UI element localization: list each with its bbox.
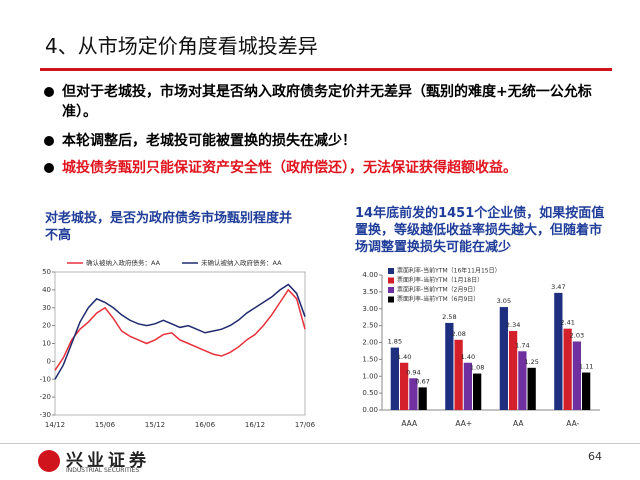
company-name-en: INDUSTRIAL SECURITIES [66,467,140,474]
logo [38,450,60,472]
legend-swatch [388,268,394,274]
value-label: 3.47 [551,283,565,291]
y-tick-label: 3.50 [362,288,378,296]
value-label: 0.67 [415,377,429,385]
plot-frame [54,271,306,416]
bullet-text: 城投债务甄别只能保证资产安全性（政府偿还），无法保证获得超额收益。 [62,160,517,176]
value-label: 1.40 [397,353,411,361]
y-tick-label: 3.00 [362,305,378,313]
bar [518,351,527,410]
y-tick-label: 1.50 [362,355,378,363]
x-tick-label: AAA [401,419,418,428]
value-label: 1.08 [470,364,484,372]
bar [572,341,582,410]
page-number: 64 [588,450,602,463]
value-label: 2.34 [506,321,520,329]
value-label: 1.25 [524,358,538,366]
bar [563,328,572,410]
company-name: 兴业证券 [66,451,150,471]
legend-label: 票面利率-当前YTM（6月9日） [397,295,479,303]
bullet: 本轮调整后，老城投可能被置换的损失在减少！ [42,131,622,151]
value-label: 1.74 [515,341,529,349]
y-tick-label: 0.50 [362,389,378,397]
y-tick-label: 0 [47,357,51,365]
y-tick-label: -20 [40,393,51,401]
x-tick-label: 17/06 [295,421,316,429]
value-label: 2.08 [451,330,465,338]
line-series [54,283,306,380]
x-tick-label: AA- [566,419,579,428]
y-tick-label: 1.00 [362,372,378,380]
title-rule [40,68,612,71]
legend-label: 票面利率-当前YTM（2月9日） [397,286,479,294]
y-tick-label: -30 [40,411,51,419]
legend-swatch [388,277,394,284]
bar [390,347,399,410]
bar [418,387,427,410]
value-label: 3.05 [497,297,511,305]
bar [454,339,463,410]
chart-caption: 对老城投，是否为政府债务市场甄别程度并不高 [45,211,293,243]
bar [399,362,409,410]
x-tick-label: AA [513,419,524,428]
x-tick-label: AA+ [455,419,472,428]
legend-swatch [388,287,394,293]
y-tick-label: 10 [42,340,51,348]
value-label: 2.58 [442,313,456,321]
bar [582,372,591,410]
value-label: 1.40 [461,353,475,361]
bar [463,362,473,410]
footer-rule [0,443,640,444]
y-tick-label: -10 [40,375,51,383]
value-label: 2.41 [560,319,574,327]
chart-caption: 14年底前发的1451个企业债，如果按面值置换，等级越低收益率损失越大，但随着市… [355,206,605,255]
legend-label: 票面利率-当前YTM（1月18日） [397,276,483,284]
value-label: 1.11 [579,363,593,371]
x-tick-label: 16/06 [195,421,216,429]
bar [445,322,454,410]
y-tick-label: 40 [42,286,51,294]
bar [554,292,563,410]
bullet-text: 但对于老城投，市场对其是否纳入政府债务定价并无差异（甄别的难度+无统一公允标准）… [62,84,592,120]
value-label: 2.03 [570,331,584,339]
y-tick-label: 0.00 [362,406,378,414]
bullet: 城投债务甄别只能保证资产安全性（政府偿还），无法保证获得超额收益。 [42,158,622,178]
bar [499,307,508,410]
value-label: 0.94 [406,368,420,376]
legend-label: 未确认被纳入政府债务：AA [201,258,282,267]
legend-label: 确认被纳入政府债务：AA [86,258,161,267]
legend-label: 票面利率-当前YTM（16年11月15日） [397,267,501,275]
bullet: 但对于老城投，市场对其是否纳入政府债务定价并无差异（甄别的难度+无统一公允标准）… [42,82,622,122]
x-tick-label: 15/06 [95,421,116,429]
legend-swatch [388,296,394,303]
x-tick-label: 15/12 [145,421,165,429]
slide-title: 4、从市场定价角度看城投差异 [45,34,318,58]
y-tick-label: 2.00 [362,339,378,347]
y-tick-label: 20 [42,322,51,330]
y-tick-label: 50 [42,268,51,276]
bar [409,378,418,410]
value-label: 1.85 [388,338,402,346]
bar [527,367,536,410]
line-series [54,288,306,371]
y-tick-label: 4.00 [362,271,378,279]
x-tick-label: 16/12 [245,421,265,429]
bar [473,373,482,410]
y-tick-label: 30 [42,304,51,312]
x-tick-label: 14/12 [45,421,65,429]
y-tick-label: 2.50 [362,322,378,330]
bar [508,331,518,410]
bullet-text: 本轮调整后，老城投可能被置换的损失在减少！ [62,133,356,149]
